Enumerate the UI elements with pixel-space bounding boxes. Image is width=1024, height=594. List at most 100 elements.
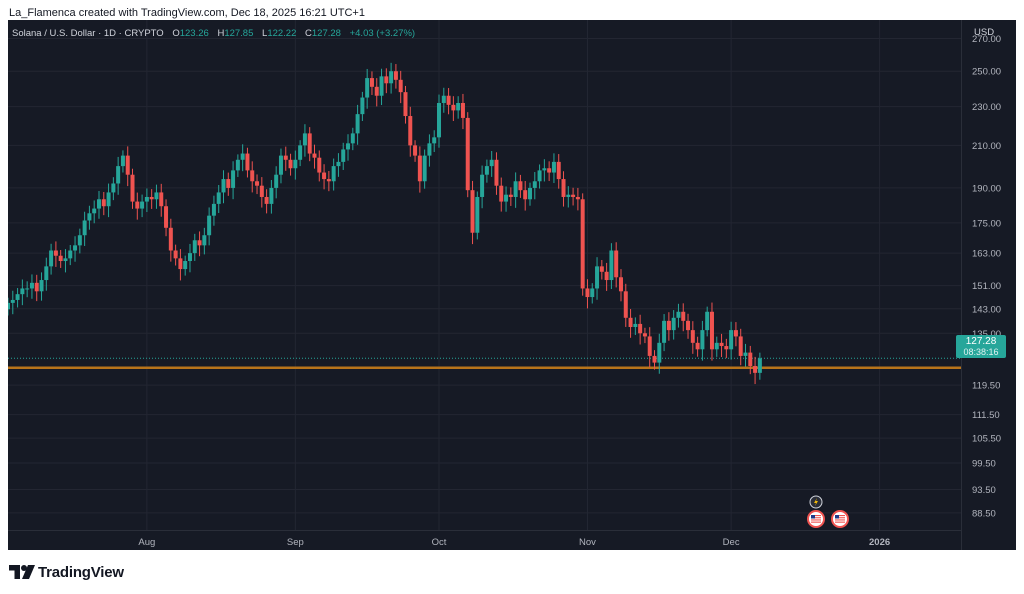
candle-body bbox=[662, 320, 667, 343]
legend-symbol[interactable]: Solana / U.S. Dollar · 1D · CRYPTO bbox=[12, 28, 164, 39]
candle-body bbox=[599, 266, 604, 272]
bar-countdown: 08:38:16 bbox=[963, 347, 999, 357]
symbol-legend: Solana / U.S. Dollar · 1D · CRYPTO O123.… bbox=[12, 28, 415, 39]
candle-body bbox=[623, 291, 628, 318]
candle-body bbox=[456, 102, 461, 111]
time-tick-label: Oct bbox=[432, 537, 447, 548]
candle-body bbox=[523, 190, 528, 200]
candle-body bbox=[551, 161, 556, 173]
candle-body bbox=[690, 330, 695, 343]
candle-body bbox=[427, 143, 432, 156]
candle-body bbox=[609, 250, 614, 281]
candle-body bbox=[187, 253, 192, 262]
price-tick-label: 210.00 bbox=[972, 141, 1001, 152]
candle-body bbox=[68, 250, 73, 259]
candle-body bbox=[130, 174, 135, 202]
candle-body bbox=[355, 114, 360, 134]
candle-body bbox=[633, 323, 638, 328]
price-tick-label: 105.50 bbox=[972, 434, 1001, 445]
candle-body bbox=[350, 133, 355, 144]
candle-body bbox=[25, 288, 30, 290]
time-scale-ticks: Aug Sep Oct Nov Dec 2026 bbox=[138, 537, 890, 548]
candle-body bbox=[369, 78, 374, 87]
candle-body bbox=[532, 181, 537, 188]
candle-body bbox=[393, 71, 398, 80]
candle-body bbox=[547, 168, 552, 173]
candle-body bbox=[647, 336, 652, 356]
candle-body bbox=[29, 282, 34, 289]
us-flag-event-icon bbox=[831, 510, 849, 528]
candle-body bbox=[475, 196, 480, 233]
price-tick-label: 111.50 bbox=[972, 410, 1000, 421]
candle-body bbox=[470, 190, 475, 233]
candle-body bbox=[743, 352, 748, 356]
candle-body bbox=[733, 330, 738, 337]
candle-body bbox=[10, 299, 15, 303]
candle-body bbox=[513, 181, 518, 197]
candle-body bbox=[527, 187, 532, 200]
candle-body bbox=[446, 95, 451, 105]
chart-pane[interactable]: Solana / U.S. Dollar · 1D · CRYPTO O123.… bbox=[8, 20, 961, 530]
tradingview-wordmark: TradingView bbox=[38, 563, 124, 581]
candle-body bbox=[255, 181, 260, 186]
candle-body bbox=[8, 302, 10, 310]
candle-body bbox=[508, 194, 513, 197]
legend-close-label: C bbox=[305, 28, 312, 39]
flag-stripe bbox=[835, 519, 845, 521]
candle-body bbox=[676, 311, 681, 318]
last-price-badge: 127.28 08:38:16 bbox=[956, 335, 1006, 358]
candle-body bbox=[719, 342, 724, 347]
candle-body bbox=[753, 365, 758, 373]
candle-body bbox=[590, 288, 595, 298]
candle-body bbox=[293, 159, 298, 169]
candle-body bbox=[398, 79, 403, 93]
chart-caption: La_Flamenca created with TradingView.com… bbox=[9, 7, 365, 19]
candle-body bbox=[408, 116, 413, 146]
candle-body bbox=[580, 199, 585, 289]
candle-body bbox=[235, 159, 240, 171]
time-tick-label: Dec bbox=[723, 537, 740, 548]
candle-body bbox=[642, 333, 647, 337]
legend-close-value: 127.28 bbox=[311, 28, 341, 39]
legend-high-label: H bbox=[217, 28, 225, 39]
candle-body bbox=[384, 76, 389, 84]
candle-body bbox=[106, 192, 111, 207]
legend-change-value: +4.03 (+3.27%) bbox=[349, 28, 416, 39]
candle-body bbox=[346, 143, 351, 150]
chart-container[interactable]: Solana / U.S. Dollar · 1D · CRYPTO O123.… bbox=[8, 20, 1016, 550]
candle-body bbox=[504, 194, 509, 202]
candle-body bbox=[240, 153, 245, 160]
price-scale[interactable]: USD 270.00 250.00 230.00 210.00 190.00 175.00… bbox=[961, 20, 1016, 550]
time-scale[interactable]: Aug Sep Oct Nov Dec 2026 bbox=[8, 530, 961, 550]
candle-body bbox=[494, 159, 499, 186]
candle-body bbox=[322, 172, 327, 180]
candle-body bbox=[53, 250, 58, 256]
price-tick-label: 143.00 bbox=[972, 304, 1001, 315]
candle-body bbox=[154, 192, 159, 200]
candle-body bbox=[259, 185, 264, 197]
currency-label[interactable]: USD bbox=[974, 27, 995, 38]
candle-body bbox=[542, 168, 547, 171]
candle-body bbox=[20, 288, 25, 295]
candle-body bbox=[480, 174, 485, 197]
candle-body bbox=[283, 155, 288, 160]
candle-body bbox=[144, 196, 149, 202]
candle-body bbox=[159, 192, 164, 207]
candle-body bbox=[729, 330, 734, 350]
candle-body bbox=[44, 266, 49, 281]
candle-body bbox=[705, 311, 710, 331]
candle-body bbox=[307, 133, 312, 154]
candle-body bbox=[135, 201, 140, 209]
price-tick-label: 250.00 bbox=[972, 67, 1001, 78]
time-tick-label: 2026 bbox=[869, 537, 890, 548]
candle-body bbox=[460, 102, 465, 118]
flag-stripe bbox=[835, 517, 845, 519]
price-chart[interactable] bbox=[8, 20, 961, 530]
candle-body bbox=[489, 159, 494, 167]
candle-body bbox=[748, 352, 753, 366]
candle-body bbox=[432, 137, 437, 144]
candle-body bbox=[417, 155, 422, 182]
tradingview-logo[interactable]: TradingView bbox=[9, 563, 124, 581]
flag-canton bbox=[835, 515, 839, 519]
candle-body bbox=[374, 86, 379, 96]
